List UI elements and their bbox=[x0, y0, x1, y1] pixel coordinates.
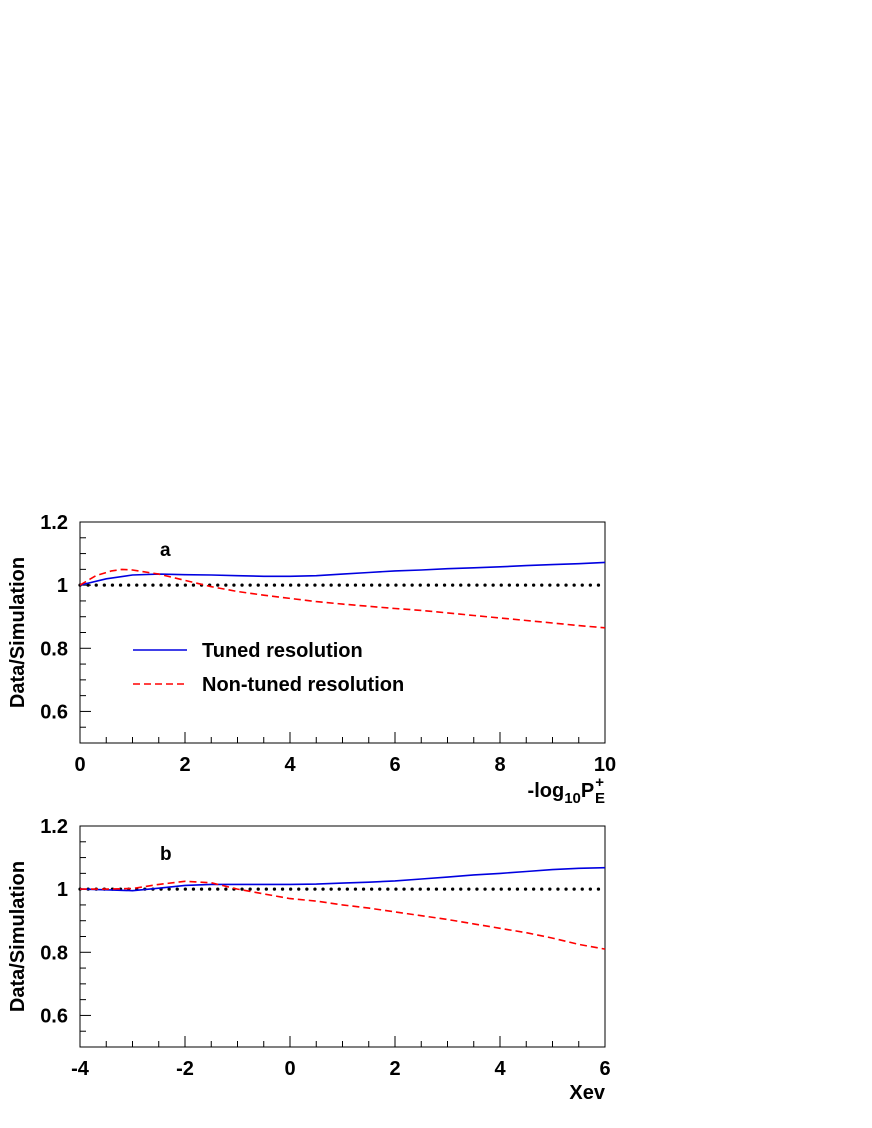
y-tick-label: 1.2 bbox=[40, 816, 68, 838]
x-tick-label: 0 bbox=[74, 754, 85, 776]
y-tick-label: 1 bbox=[57, 879, 68, 901]
y-tick-label: 1 bbox=[57, 575, 68, 597]
x-axis-title: Xev bbox=[569, 1082, 605, 1104]
tuned-series-line bbox=[79, 561, 606, 586]
x-tick-label: 6 bbox=[599, 1058, 610, 1080]
non-tuned-series-line bbox=[79, 568, 606, 629]
tuned-series-line bbox=[79, 866, 606, 892]
panel-a: 0 2 4 6 8 10 0.6 0.8 1 1.2 Data/Simulation -log10P+… bbox=[7, 512, 616, 807]
plot-frame bbox=[79, 825, 606, 1048]
y-tick-label: 0.6 bbox=[40, 701, 68, 723]
x-tick-label: 2 bbox=[179, 754, 190, 776]
y-tick-label: 0.6 bbox=[40, 1005, 68, 1027]
x-axis-title: -log10P+ E bbox=[528, 774, 605, 807]
legend-label: Tuned resolution bbox=[202, 640, 363, 662]
x-tick-label: -2 bbox=[176, 1058, 194, 1080]
x-tick-label: 6 bbox=[389, 754, 400, 776]
x-tick-label: 10 bbox=[594, 754, 616, 776]
y-axis-title: Data/Simulation bbox=[7, 861, 29, 1012]
y-tick-label: 0.8 bbox=[40, 638, 68, 660]
x-tick-label: 0 bbox=[284, 1058, 295, 1080]
panel-label: a bbox=[160, 540, 171, 561]
panel-b: -4 -2 0 2 4 6 0.6 0.8 1 1.2 Data/Simulation Xev b bbox=[7, 816, 611, 1104]
non-tuned-series-line bbox=[80, 880, 606, 950]
y-tick-label: 1.2 bbox=[40, 512, 68, 534]
plot-frame bbox=[79, 521, 606, 744]
x-tick-label: -4 bbox=[71, 1058, 90, 1080]
x-tick-label: 8 bbox=[494, 754, 505, 776]
panel-label: b bbox=[160, 844, 172, 865]
y-tick-label: 0.8 bbox=[40, 942, 68, 964]
x-tick-label: 2 bbox=[389, 1058, 400, 1080]
x-tick-label: 4 bbox=[284, 754, 296, 776]
y-axis-title: Data/Simulation bbox=[7, 557, 29, 708]
x-tick-label: 4 bbox=[494, 1058, 506, 1080]
legend-label: Non-tuned resolution bbox=[202, 674, 404, 696]
